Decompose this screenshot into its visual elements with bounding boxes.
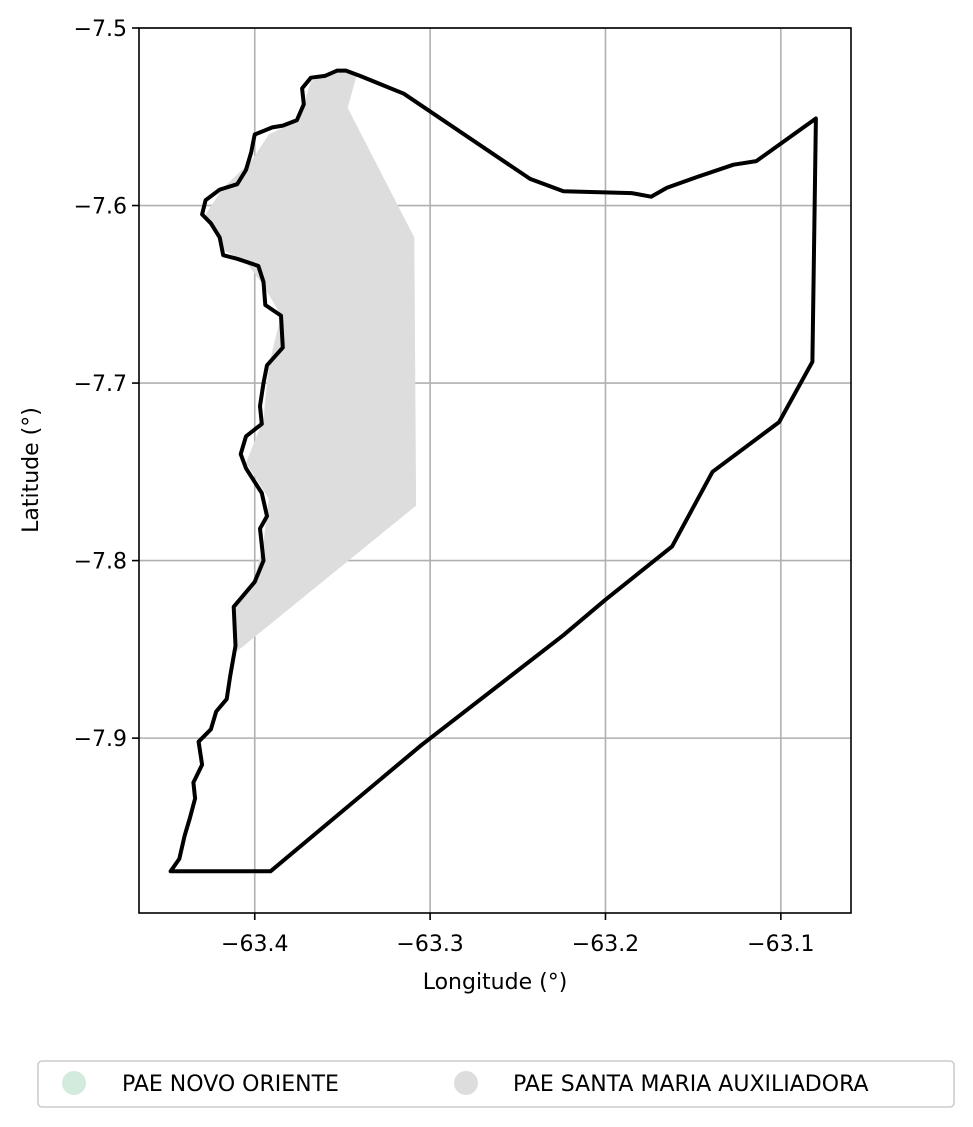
legend-frame	[37, 1060, 955, 1108]
x-tick-label: −63.4	[221, 932, 288, 957]
y-tick-label: −7.5	[74, 17, 127, 42]
y-tick-label: −7.9	[74, 727, 127, 752]
legend-swatch-novo-oriente	[62, 1071, 86, 1095]
y-tick-label: −7.8	[74, 550, 127, 575]
y-tick-label: −7.7	[74, 372, 127, 397]
legend: PAE NOVO ORIENTE PAE SANTA MARIA AUXILIA…	[37, 1060, 955, 1108]
polygon-pae-santa-maria-auxiliadora	[205, 68, 417, 652]
x-tick-label: −63.2	[572, 932, 639, 957]
x-axis-label: Longitude (°)	[423, 970, 568, 995]
y-axis-label: Latitude (°)	[19, 407, 44, 533]
x-tick-label: −63.1	[747, 932, 814, 957]
legend-label-novo-oriente: PAE NOVO ORIENTE	[122, 1072, 339, 1097]
axis-ticks: −63.4 −63.3 −63.2 −63.1 −7.5 −7.6 −7.7 −7.8 −7.9	[74, 17, 815, 957]
legend-swatch-santa-maria-auxiliadora	[454, 1071, 478, 1095]
plot-frame	[138, 27, 852, 914]
x-tick-label: −63.3	[396, 932, 463, 957]
map-layers	[168, 68, 818, 874]
legend-label-santa-maria-auxiliadora: PAE SANTA MARIA AUXILIADORA	[513, 1072, 869, 1097]
y-tick-label: −7.6	[74, 195, 127, 220]
polygon-pae-novo-oriente	[168, 68, 818, 874]
